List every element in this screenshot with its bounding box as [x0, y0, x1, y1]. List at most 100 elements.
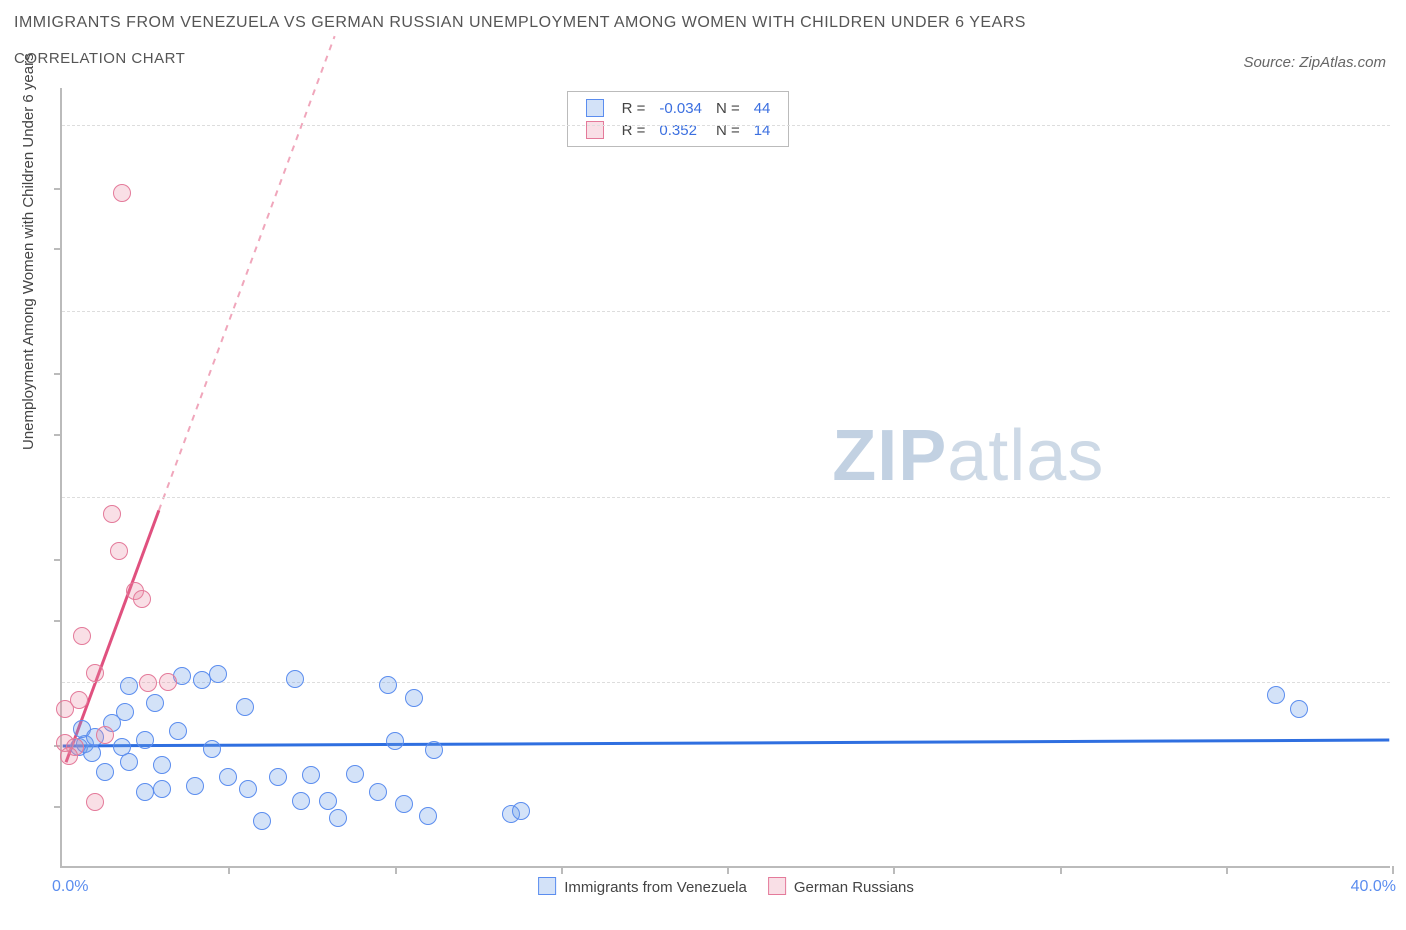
y-tick [54, 559, 62, 561]
data-point [386, 732, 404, 750]
data-point [120, 677, 138, 695]
trendline [159, 36, 335, 510]
y-tick [54, 434, 62, 436]
legend-stats-row-0: R = -0.034 N = 44 [580, 98, 777, 118]
data-point [186, 777, 204, 795]
data-point [319, 792, 337, 810]
gridline-h [62, 497, 1390, 498]
data-point [239, 780, 257, 798]
data-point [60, 747, 78, 765]
data-point [153, 756, 171, 774]
legend-r-val-0: -0.034 [659, 100, 702, 117]
data-point [120, 753, 138, 771]
data-point [1290, 700, 1308, 718]
y-tick [54, 620, 62, 622]
data-point [425, 741, 443, 759]
legend-n-key-1: N = [716, 122, 740, 139]
gridline-h [62, 311, 1390, 312]
data-point [329, 809, 347, 827]
data-point [203, 740, 221, 758]
data-point [369, 783, 387, 801]
legend-bottom-swatch-0 [538, 877, 556, 895]
data-point [83, 744, 101, 762]
data-point [292, 792, 310, 810]
legend-n-val-0: 44 [754, 100, 771, 117]
data-point [133, 590, 151, 608]
y-grid-label: 12.5% [1398, 673, 1406, 691]
data-point [153, 780, 171, 798]
x-tick [1392, 866, 1394, 874]
legend-stats: R = -0.034 N = 44 R = 0.352 N = 14 [567, 91, 790, 147]
y-grid-label: 37.5% [1398, 302, 1406, 320]
data-point [286, 670, 304, 688]
gridline-h [62, 682, 1390, 683]
data-point [209, 665, 227, 683]
y-tick [54, 248, 62, 250]
data-point [73, 627, 91, 645]
data-point [302, 766, 320, 784]
data-point [136, 731, 154, 749]
plot-area: ZIPatlas R = -0.034 N = 44 R = 0.352 N =… [60, 88, 1390, 868]
data-point [96, 726, 114, 744]
x-tick [1060, 866, 1062, 874]
x-axis-origin-label: 0.0% [52, 878, 88, 896]
data-point [86, 664, 104, 682]
data-point [236, 698, 254, 716]
legend-bottom-swatch-1 [768, 877, 786, 895]
data-point [253, 812, 271, 830]
data-point [1267, 686, 1285, 704]
data-point [169, 722, 187, 740]
data-point [159, 673, 177, 691]
legend-bottom-label-0: Immigrants from Venezuela [564, 879, 747, 896]
legend-r-key-1: R = [622, 122, 646, 139]
chart-title-block: Immigrants from Venezuela vs German Russ… [14, 14, 1026, 67]
data-point [70, 691, 88, 709]
y-grid-label: 25.0% [1398, 488, 1406, 506]
data-point [136, 783, 154, 801]
trendlines-svg [62, 88, 1390, 866]
x-axis-end-label: 40.0% [1351, 878, 1396, 896]
legend-series: Immigrants from Venezuela German Russian… [538, 877, 914, 896]
chart-title-line1: Immigrants from Venezuela vs German Russ… [14, 14, 1026, 32]
y-tick [54, 373, 62, 375]
data-point [103, 505, 121, 523]
gridline-h [62, 125, 1390, 126]
y-grid-label: 50.0% [1398, 116, 1406, 134]
data-point [96, 763, 114, 781]
x-tick [1226, 866, 1228, 874]
x-tick [727, 866, 729, 874]
data-point [113, 184, 131, 202]
legend-r-val-1: 0.352 [659, 122, 697, 139]
legend-r-key-0: R = [622, 100, 646, 117]
x-tick [893, 866, 895, 874]
legend-swatch-0 [586, 99, 604, 117]
y-tick [54, 188, 62, 190]
x-tick [561, 866, 563, 874]
legend-swatch-1 [586, 121, 604, 139]
data-point [219, 768, 237, 786]
trendline [63, 740, 1390, 746]
data-point [405, 689, 423, 707]
legend-n-key-0: N = [716, 100, 740, 117]
data-point [512, 802, 530, 820]
y-tick [54, 806, 62, 808]
legend-stats-row-1: R = 0.352 N = 14 [580, 120, 777, 140]
data-point [86, 793, 104, 811]
data-point [269, 768, 287, 786]
data-point [379, 676, 397, 694]
data-point [139, 674, 157, 692]
legend-n-val-1: 14 [754, 122, 771, 139]
data-point [346, 765, 364, 783]
data-point [395, 795, 413, 813]
x-tick [395, 866, 397, 874]
legend-bottom-label-1: German Russians [794, 879, 914, 896]
data-point [110, 542, 128, 560]
chart-title-line2: Correlation Chart [14, 50, 1026, 67]
y-axis-title: Unemployment Among Women with Children U… [20, 53, 37, 450]
data-point [193, 671, 211, 689]
x-tick [228, 866, 230, 874]
data-point [146, 694, 164, 712]
source-attribution: Source: ZipAtlas.com [1243, 54, 1386, 71]
data-point [116, 703, 134, 721]
data-point [419, 807, 437, 825]
